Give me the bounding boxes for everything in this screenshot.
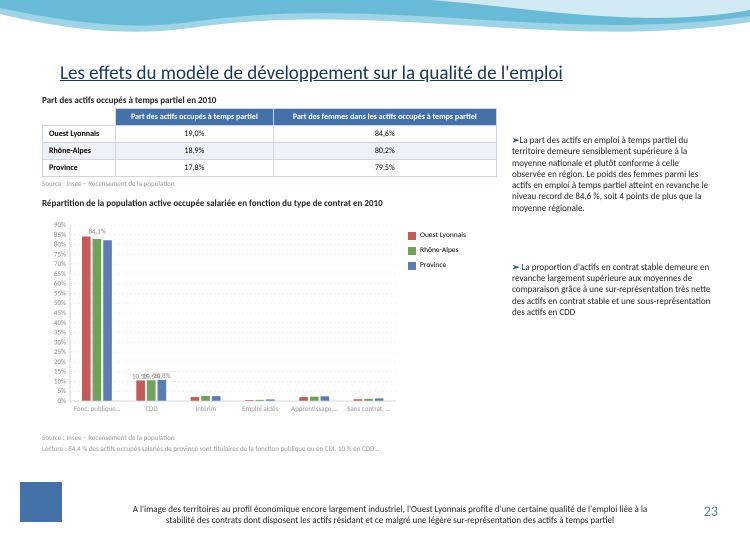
svg-text:84,1%: 84,1% bbox=[88, 227, 105, 236]
svg-text:75%: 75% bbox=[54, 249, 66, 258]
svg-text:20%: 20% bbox=[54, 357, 66, 366]
chart-legend: Ouest Lyonnais Rhône-Alpes Province bbox=[408, 231, 466, 276]
svg-text:0%: 0% bbox=[57, 396, 66, 405]
accent-bar bbox=[20, 482, 62, 522]
legend-item: Province bbox=[408, 261, 466, 270]
table-row: Province 17,8% 79,5% bbox=[43, 160, 497, 177]
th-col1: Part des actifs occupés à temps partiel bbox=[116, 109, 273, 126]
svg-text:Fonc. publique…: Fonc. publique… bbox=[74, 404, 121, 413]
svg-text:30%: 30% bbox=[54, 337, 66, 346]
svg-text:CDD: CDD bbox=[145, 404, 158, 413]
bullet-arrow-icon: ➢ bbox=[512, 262, 522, 273]
commentary-para-2: ➢ La proportion d'actifs en contrat stab… bbox=[512, 262, 712, 318]
svg-text:Sans contrat, …: Sans contrat, … bbox=[347, 404, 390, 413]
svg-text:70%: 70% bbox=[54, 259, 66, 268]
chart-title: Répartition de la population active occu… bbox=[42, 198, 497, 209]
svg-text:65%: 65% bbox=[54, 269, 66, 278]
chart-note: Lecture : 84,4 % des actifs occupés sala… bbox=[42, 444, 497, 453]
right-column: ➢La part des actifs en emploi à temps pa… bbox=[512, 135, 712, 318]
table-source: Source : Insee – Recensement de la popul… bbox=[42, 179, 497, 188]
svg-text:10%: 10% bbox=[54, 376, 66, 385]
svg-text:Intérim: Intérim bbox=[195, 404, 216, 413]
svg-text:85%: 85% bbox=[54, 230, 66, 239]
th-col2: Part des femmes dans les actifs occupés … bbox=[273, 109, 496, 126]
svg-text:Apprentissage,…: Apprentissage,… bbox=[291, 404, 338, 413]
bar-chart: 0%5%10%15%20%25%30%35%40%45%50%55%60%65%… bbox=[42, 211, 402, 431]
legend-item: Ouest Lyonnais bbox=[408, 231, 466, 240]
conclusion-text: A l'image des territoires au profil écon… bbox=[130, 504, 650, 527]
svg-text:15%: 15% bbox=[54, 367, 66, 376]
commentary-para-1: ➢La part des actifs en emploi à temps pa… bbox=[512, 135, 712, 214]
table-title: Part des actifs occupés à temps partiel … bbox=[42, 95, 497, 106]
partiel-table: Part des actifs occupés à temps partiel … bbox=[42, 108, 497, 177]
legend-item: Rhône-Alpes bbox=[408, 246, 466, 255]
svg-text:60%: 60% bbox=[54, 279, 66, 288]
svg-text:10,8%: 10,8% bbox=[153, 371, 170, 380]
page-title: Les effets du modèle de développement su… bbox=[60, 62, 563, 85]
left-column: Part des actifs occupés à temps partiel … bbox=[42, 95, 497, 453]
svg-text:25%: 25% bbox=[54, 347, 66, 356]
bullet-arrow-icon: ➢ bbox=[512, 135, 520, 146]
th-blank bbox=[43, 109, 116, 126]
page-number: 23 bbox=[704, 503, 718, 520]
svg-text:Emploi aidés: Emploi aidés bbox=[242, 404, 278, 413]
chart-source: Source : Insee – Recensement de la popul… bbox=[42, 433, 497, 442]
svg-text:5%: 5% bbox=[57, 386, 66, 395]
svg-text:80%: 80% bbox=[54, 240, 66, 249]
svg-text:40%: 40% bbox=[54, 318, 66, 327]
svg-text:45%: 45% bbox=[54, 308, 66, 317]
svg-text:55%: 55% bbox=[54, 288, 66, 297]
table-row: Rhône-Alpes 18,9% 80,2% bbox=[43, 143, 497, 160]
chart-block: Répartition de la population active occu… bbox=[42, 198, 497, 453]
svg-text:50%: 50% bbox=[54, 298, 66, 307]
header-swoosh bbox=[0, 0, 750, 60]
svg-text:90%: 90% bbox=[54, 220, 66, 229]
table-row: Ouest Lyonnais 19,0% 84,6% bbox=[43, 126, 497, 143]
svg-text:35%: 35% bbox=[54, 328, 66, 337]
